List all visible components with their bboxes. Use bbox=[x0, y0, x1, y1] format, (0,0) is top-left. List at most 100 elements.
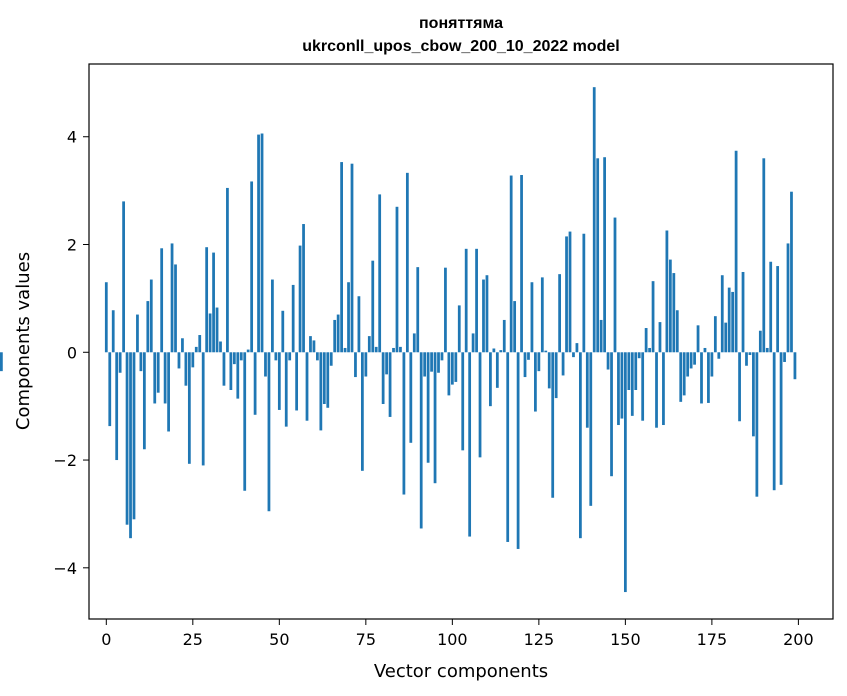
bar-149 bbox=[620, 352, 624, 419]
bar-148 bbox=[617, 352, 620, 426]
bar-47 bbox=[267, 352, 271, 512]
bar-76 bbox=[367, 336, 371, 353]
x-tick-label: 150 bbox=[610, 630, 641, 649]
y-axis-label: Components values bbox=[13, 252, 34, 430]
bar-28 bbox=[201, 352, 205, 466]
bar-187 bbox=[752, 352, 755, 437]
bar-99 bbox=[447, 352, 451, 396]
bar-122 bbox=[527, 352, 530, 360]
bar-101 bbox=[454, 352, 458, 382]
bar-123 bbox=[530, 282, 534, 353]
bar-155 bbox=[641, 352, 645, 421]
bar-30 bbox=[208, 313, 212, 353]
bar-71 bbox=[350, 163, 354, 353]
bar-86 bbox=[402, 352, 406, 495]
bar-178 bbox=[720, 275, 724, 353]
bar-175 bbox=[710, 352, 714, 377]
bar-73 bbox=[357, 296, 361, 353]
bar-51 bbox=[281, 310, 285, 353]
bar-96 bbox=[437, 352, 440, 373]
bar-32 bbox=[215, 307, 219, 353]
bar-62 bbox=[319, 352, 323, 431]
bar-162 bbox=[665, 230, 669, 353]
x-tick-label: 200 bbox=[783, 630, 814, 649]
bar-55 bbox=[295, 352, 299, 411]
bar-119 bbox=[516, 352, 520, 549]
bar-185 bbox=[745, 352, 748, 366]
bar-108 bbox=[478, 352, 482, 458]
bar-70 bbox=[347, 282, 350, 353]
chart-title: поняттяма bbox=[419, 15, 503, 32]
bar-120 bbox=[520, 175, 523, 353]
bar-85 bbox=[399, 346, 402, 353]
bar-29 bbox=[205, 247, 209, 353]
bar-61 bbox=[316, 352, 319, 361]
bar-184 bbox=[741, 271, 745, 353]
bar-164 bbox=[672, 273, 676, 353]
bar-127 bbox=[544, 350, 548, 353]
bar-105 bbox=[468, 352, 472, 537]
bar-131 bbox=[558, 274, 562, 353]
bar-121 bbox=[523, 352, 527, 378]
bar-170 bbox=[693, 352, 696, 365]
bar-67 bbox=[336, 314, 340, 353]
bar-7 bbox=[129, 352, 132, 539]
bar-177 bbox=[717, 352, 721, 359]
bar-159 bbox=[655, 352, 658, 428]
bar-172 bbox=[700, 352, 703, 404]
x-tick-label: 75 bbox=[356, 630, 376, 649]
bar-160 bbox=[658, 322, 662, 353]
bar-81 bbox=[385, 352, 388, 375]
bar-91 bbox=[419, 352, 423, 529]
bar-77 bbox=[371, 260, 375, 353]
bar-154 bbox=[637, 352, 641, 359]
bar-80 bbox=[381, 352, 385, 405]
bar-107 bbox=[475, 248, 478, 353]
bar-40 bbox=[243, 352, 247, 491]
bar-43 bbox=[253, 352, 257, 415]
bar-89 bbox=[412, 333, 416, 353]
x-tick-label: 175 bbox=[697, 630, 728, 649]
bar-undefined bbox=[0, 352, 3, 372]
bar-137 bbox=[579, 352, 582, 539]
bar-4 bbox=[118, 352, 122, 373]
bar-94 bbox=[430, 352, 433, 372]
bar-183 bbox=[738, 352, 741, 422]
bar-12 bbox=[146, 301, 150, 353]
bar-191 bbox=[765, 347, 769, 353]
bar-35 bbox=[226, 187, 229, 353]
bar-157 bbox=[648, 347, 651, 353]
bar-3 bbox=[115, 352, 119, 461]
y-tick-label: 4 bbox=[67, 128, 77, 147]
bar-23 bbox=[184, 352, 188, 386]
x-axis: 0 25 50 75 100 125 150 175 200 bbox=[101, 619, 814, 649]
bar-97 bbox=[440, 352, 444, 361]
bar-15 bbox=[156, 352, 160, 393]
bar-171 bbox=[696, 325, 700, 353]
bar-5 bbox=[122, 201, 125, 353]
bar-9 bbox=[136, 314, 139, 353]
bar-38 bbox=[236, 352, 240, 399]
bar-110 bbox=[485, 275, 489, 353]
bar-44 bbox=[257, 134, 260, 353]
bar-65 bbox=[329, 352, 333, 366]
bar-63 bbox=[322, 352, 326, 405]
bar-17 bbox=[163, 352, 167, 404]
bar-82 bbox=[388, 352, 392, 417]
bar-128 bbox=[547, 352, 551, 389]
bar-20 bbox=[174, 264, 177, 353]
bar-26 bbox=[194, 346, 198, 353]
bar-69 bbox=[343, 347, 347, 353]
bar-112 bbox=[492, 348, 496, 353]
bar-130 bbox=[554, 352, 558, 399]
bar-168 bbox=[686, 352, 690, 377]
chart-subtitle: ukrconll_upos_cbow_200_10_2022 model bbox=[302, 38, 619, 55]
bar-145 bbox=[606, 352, 610, 370]
bar-144 bbox=[603, 157, 606, 353]
bar-54 bbox=[291, 284, 295, 353]
bar-109 bbox=[482, 279, 485, 353]
bar-125 bbox=[537, 352, 541, 372]
bar-167 bbox=[682, 352, 686, 396]
bars-group bbox=[0, 87, 797, 593]
